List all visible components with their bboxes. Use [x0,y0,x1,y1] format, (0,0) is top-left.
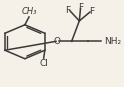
Text: F: F [65,5,71,15]
Text: Cl: Cl [39,59,48,68]
Text: NH₂: NH₂ [104,37,121,46]
Text: F: F [78,3,83,12]
Text: CH₃: CH₃ [21,7,37,16]
Text: F: F [89,7,94,16]
Text: O: O [54,37,61,46]
